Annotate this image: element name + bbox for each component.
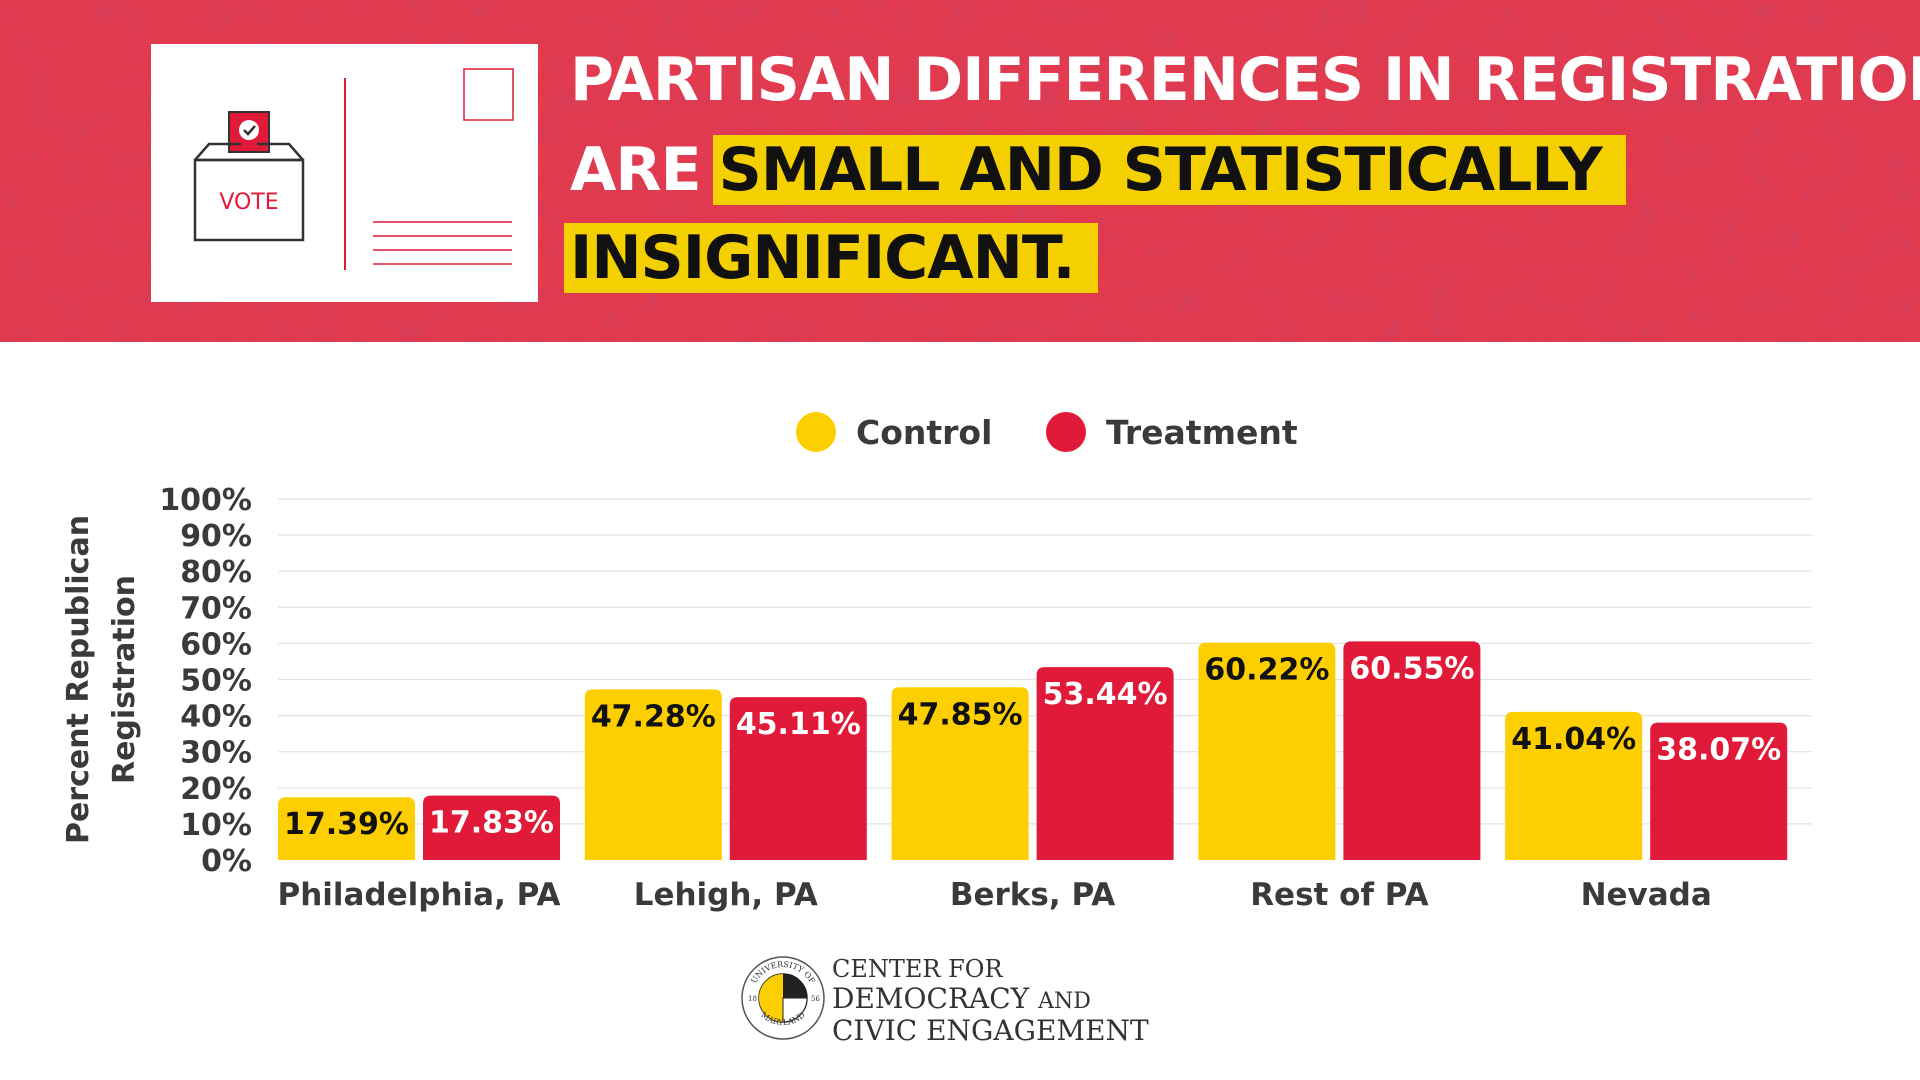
data-label: 60.22% [1204, 653, 1329, 688]
y-axis-label-line: Percent Republican [61, 515, 96, 844]
header-banner: VOTE PARTISAN DIFFERENCES IN REGISTRATIO… [0, 0, 1920, 342]
bar-control [278, 797, 415, 860]
bar-treatment [1650, 722, 1788, 860]
seal-year-left: 18 [748, 995, 757, 1003]
headline-line-2-prefix: ARE [570, 135, 702, 205]
y-tick-label: 50% [180, 664, 252, 699]
org-line-2-b: AND [1038, 989, 1091, 1014]
data-label: 60.55% [1349, 651, 1474, 686]
y-tick-label: 0% [201, 844, 252, 879]
y-tick-label: 20% [180, 772, 252, 807]
org-line-2-a: DEMOCRACY [832, 982, 1030, 1015]
bar-treatment [423, 795, 560, 860]
y-tick-label: 90% [180, 519, 252, 554]
bar-treatment [1343, 641, 1481, 860]
x-tick-label: Berks, PA [950, 877, 1115, 913]
y-tick-label: 100% [159, 483, 252, 518]
headline-highlight-2: INSIGNIFICANT. [564, 223, 1099, 293]
x-tick-label: Lehigh, PA [634, 877, 818, 913]
headline-line-1: PARTISAN DIFFERENCES IN REGISTRATION [570, 45, 1920, 115]
headline-highlight-1: SMALL AND STATISTICALLY [712, 135, 1626, 205]
y-tick-label: 70% [180, 591, 252, 626]
bar-control [891, 687, 1029, 860]
legend-label-control: Control [856, 412, 993, 452]
legend-swatch-control [796, 412, 836, 452]
y-tick-label: 40% [180, 700, 252, 735]
bar-chart: 0%10%20%30%40%50%60%70%80%90%100% Percent… [61, 483, 1812, 913]
bar-treatment [1036, 667, 1174, 860]
legend-label-treatment: Treatment [1106, 412, 1298, 452]
data-label: 53.44% [1043, 677, 1168, 712]
data-label: 47.28% [591, 699, 716, 734]
y-tick-label: 80% [180, 555, 252, 590]
data-label: 45.11% [736, 707, 861, 742]
umd-seal-icon: UNIVERSITY OF MARYLAND 18 56 [741, 956, 825, 1040]
bar-control [584, 689, 722, 860]
data-label: 47.85% [898, 697, 1023, 732]
bar-control [1505, 711, 1643, 860]
chart-legend: Control Treatment [0, 408, 1920, 458]
y-axis-label: Percent Republican Registration [61, 515, 142, 844]
y-tick-label: 30% [180, 736, 252, 771]
data-label: 17.83% [429, 806, 554, 841]
bar-control [1198, 642, 1336, 860]
ballot-box-icon: VOTE [193, 68, 514, 270]
cdce-logo: UNIVERSITY OF MARYLAND 18 56 CENTER FOR … [740, 955, 1180, 1045]
legend-item-treatment: Treatment [1046, 412, 1298, 452]
headline-line-3: INSIGNIFICANT. [564, 218, 1099, 298]
org-line-1: CENTER FOR [832, 955, 1003, 983]
cdce-wordmark: CENTER FOR DEMOCRACY AND CIVIC ENGAGEMEN… [832, 955, 1149, 1045]
y-tick-label: 10% [180, 808, 252, 843]
data-label: 41.04% [1511, 722, 1636, 757]
y-axis-label-line: Registration [107, 575, 142, 784]
headline-line-2: ARE SMALL AND STATISTICALLY [570, 130, 1626, 210]
x-tick-label: Philadelphia, PA [277, 877, 560, 913]
vote-label: VOTE [219, 190, 278, 215]
data-label: 38.07% [1656, 733, 1781, 768]
org-line-3: CIVIC ENGAGEMENT [832, 1014, 1149, 1047]
x-tick-label: Rest of PA [1250, 877, 1428, 913]
x-tick-label: Nevada [1581, 877, 1712, 913]
legend-item-control: Control [796, 412, 992, 452]
legend-swatch-treatment [1046, 412, 1086, 452]
postcard-illustration: VOTE [151, 44, 538, 302]
bar-treatment [729, 697, 867, 860]
y-tick-label: 60% [180, 627, 252, 662]
seal-year-right: 56 [811, 995, 820, 1003]
org-line-2: DEMOCRACY AND [832, 984, 1149, 1016]
data-label: 17.39% [284, 807, 409, 842]
